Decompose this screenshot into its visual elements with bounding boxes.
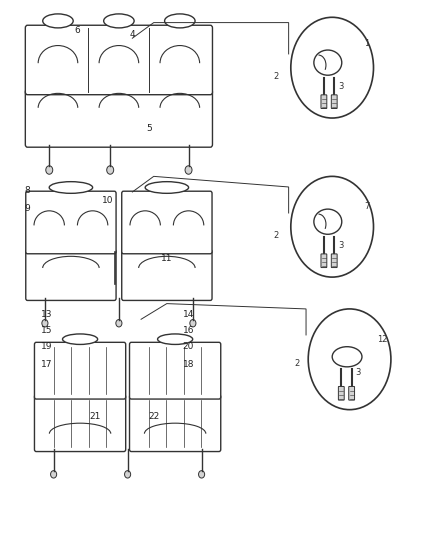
Ellipse shape [49,182,92,193]
Text: 13: 13 [41,310,53,319]
Ellipse shape [158,334,193,344]
Text: 2: 2 [295,359,300,367]
Text: 8: 8 [24,187,30,195]
Text: 17: 17 [41,360,53,369]
Text: 16: 16 [183,326,194,335]
Circle shape [107,166,114,174]
Text: 11: 11 [161,254,173,263]
Text: 7: 7 [364,202,370,211]
FancyBboxPatch shape [35,342,126,399]
Text: 14: 14 [183,310,194,319]
Ellipse shape [165,14,195,28]
Circle shape [124,471,131,478]
Text: 20: 20 [183,342,194,351]
FancyBboxPatch shape [25,90,212,147]
FancyBboxPatch shape [321,95,327,109]
Ellipse shape [314,209,342,235]
FancyBboxPatch shape [321,254,327,268]
FancyBboxPatch shape [130,342,221,399]
FancyBboxPatch shape [25,25,212,95]
Text: 5: 5 [146,124,152,133]
Ellipse shape [145,182,189,193]
FancyBboxPatch shape [122,249,212,301]
Circle shape [116,319,122,327]
Ellipse shape [63,334,98,344]
Text: 15: 15 [41,326,53,335]
Text: 9: 9 [24,204,30,213]
Text: 3: 3 [338,241,343,250]
Text: 3: 3 [338,82,343,91]
FancyBboxPatch shape [122,191,212,254]
Text: 4: 4 [129,30,135,39]
Circle shape [42,319,48,327]
Text: 12: 12 [377,335,388,344]
Text: 10: 10 [102,196,114,205]
Text: 2: 2 [273,231,278,240]
Text: 21: 21 [89,412,101,421]
Circle shape [185,166,192,174]
Circle shape [291,17,374,118]
Ellipse shape [104,14,134,28]
Circle shape [198,471,205,478]
Text: 1: 1 [364,39,370,49]
Ellipse shape [332,346,362,367]
Text: 2: 2 [273,72,278,81]
FancyBboxPatch shape [331,254,337,268]
FancyBboxPatch shape [339,386,344,400]
FancyBboxPatch shape [26,249,116,301]
Text: 3: 3 [356,368,361,377]
Circle shape [190,319,196,327]
Ellipse shape [314,50,342,75]
Ellipse shape [43,14,73,28]
FancyBboxPatch shape [130,395,221,451]
Text: 18: 18 [183,360,194,369]
Circle shape [308,309,391,410]
FancyBboxPatch shape [349,386,354,400]
Circle shape [291,176,374,277]
FancyBboxPatch shape [26,191,116,254]
Text: 6: 6 [74,26,81,35]
FancyBboxPatch shape [331,95,337,109]
Circle shape [50,471,57,478]
Text: 22: 22 [148,412,159,421]
FancyBboxPatch shape [35,395,126,451]
Circle shape [46,166,53,174]
Text: 19: 19 [41,342,53,351]
